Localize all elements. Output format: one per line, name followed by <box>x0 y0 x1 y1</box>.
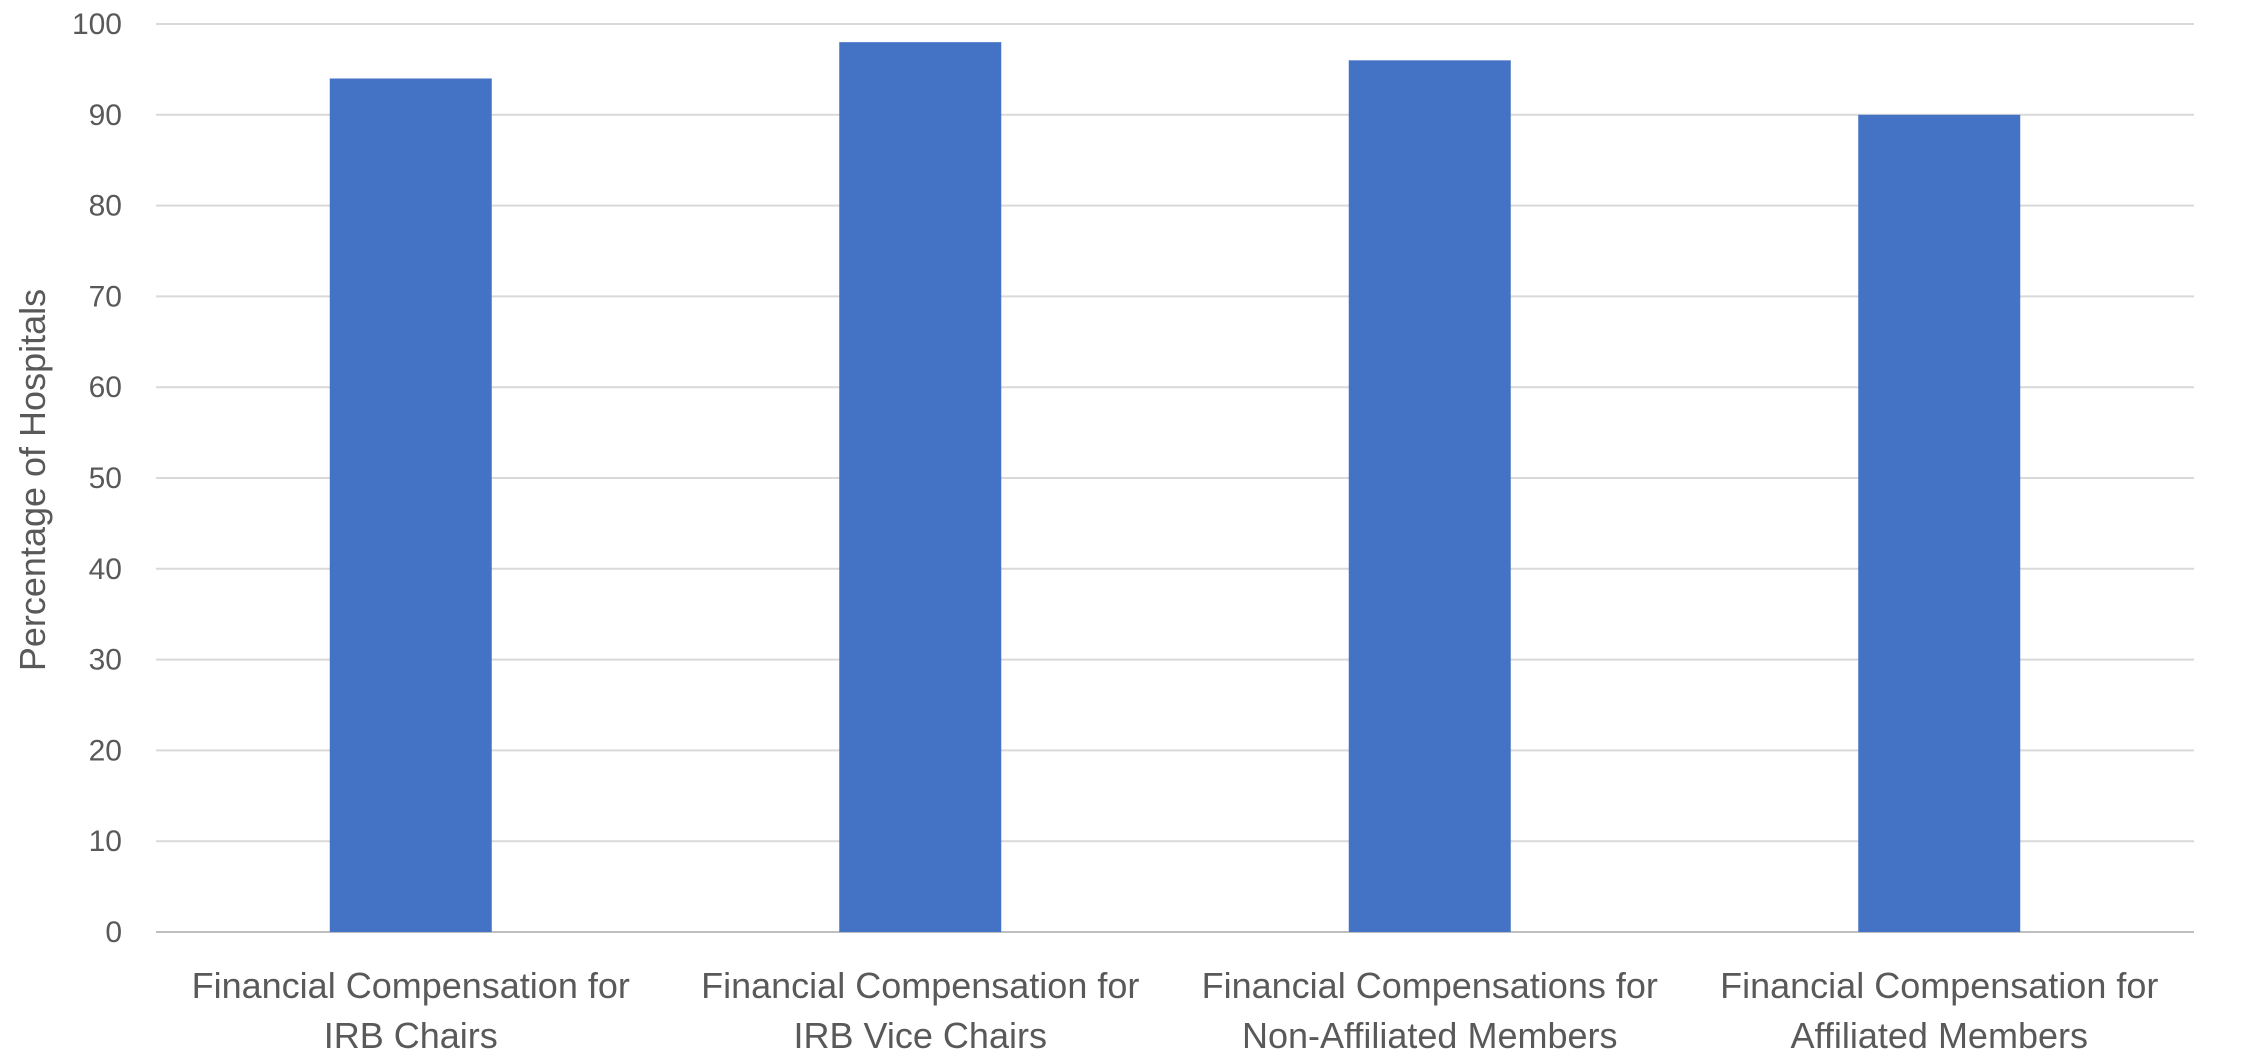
y-tick-label: 100 <box>72 8 122 41</box>
y-tick-label: 70 <box>89 280 122 313</box>
x-category-label: Financial Compensations for <box>1202 965 1658 1006</box>
x-category-label: IRB Vice Chairs <box>794 1015 1047 1056</box>
y-tick-label: 30 <box>89 644 122 677</box>
bar <box>839 42 1002 933</box>
x-category-label: IRB Chairs <box>324 1015 498 1056</box>
gridlines <box>156 23 2194 933</box>
bar <box>1858 114 2021 933</box>
y-tick-label: 40 <box>89 553 122 586</box>
x-category-label: Affiliated Members <box>1791 1015 2088 1056</box>
y-tick-label: 50 <box>89 462 122 495</box>
x-category-label: Non-Affiliated Members <box>1242 1015 1618 1056</box>
y-tick-labels: 0 10 20 30 40 50 60 70 80 90 100 <box>72 8 122 949</box>
bar <box>1348 60 1511 932</box>
bar <box>329 78 492 933</box>
y-tick-label: 90 <box>89 99 122 132</box>
x-category-labels: Financial Compensation for IRB Chairs Fina… <box>192 965 2159 1056</box>
x-category-label: Financial Compensation for <box>1720 965 2158 1006</box>
y-tick-label: 0 <box>105 916 122 949</box>
bars <box>329 42 2021 933</box>
y-tick-label: 20 <box>89 734 122 767</box>
y-tick-label: 60 <box>89 371 122 404</box>
x-category-label: Financial Compensation for <box>701 965 1139 1006</box>
x-category-label: Financial Compensation for <box>192 965 630 1006</box>
y-tick-label: 80 <box>89 190 122 223</box>
y-tick-label: 10 <box>89 825 122 858</box>
y-axis-title: Percentage of Hospitals <box>12 289 53 671</box>
